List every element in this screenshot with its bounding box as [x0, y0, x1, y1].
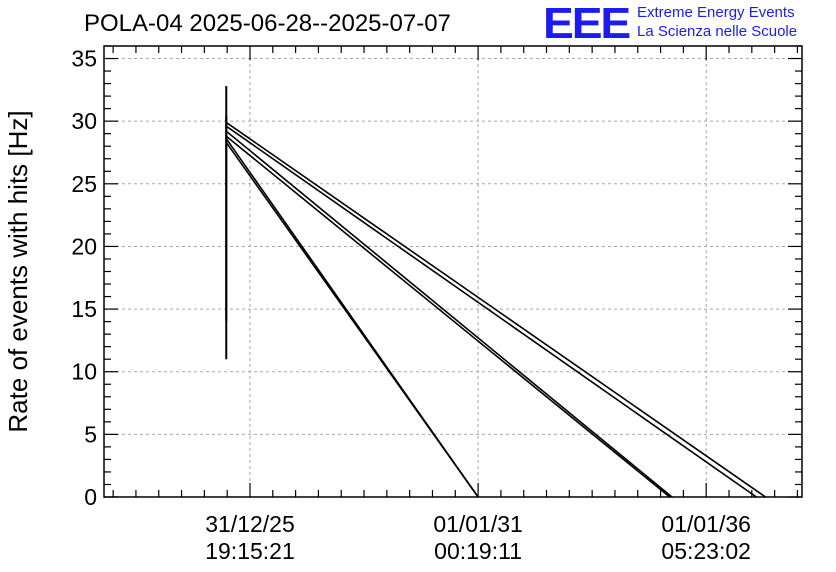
y-tick-label: 20 — [71, 233, 97, 259]
series-layer — [225, 86, 766, 498]
series-line — [225, 130, 673, 498]
eee-logo: EEE — [543, 0, 631, 48]
y-tick-label: 35 — [71, 46, 97, 72]
logo-caption-line1: Extreme Energy Events — [637, 4, 795, 21]
y-tick-label: 15 — [71, 296, 97, 322]
x-tick-label: 31/12/25 — [205, 511, 295, 537]
y-tick-label: 25 — [71, 171, 97, 197]
series-line — [225, 135, 671, 498]
x-tick-label: 01/01/31 — [433, 511, 523, 537]
axes — [103, 45, 803, 498]
y-tick-label: 5 — [84, 421, 97, 447]
y-axis-label: Rate of events with hits [Hz] — [3, 110, 33, 432]
logo-caption: Extreme Energy Events La Scienza nelle S… — [637, 3, 797, 41]
x-tick-label-time: 19:15:21 — [205, 538, 295, 564]
series-line — [225, 138, 479, 498]
plot-frame — [103, 45, 803, 498]
series-line — [225, 121, 766, 498]
x-tick-label-time: 05:23:02 — [661, 538, 751, 564]
y-tick-label: 10 — [71, 359, 97, 385]
grid — [104, 46, 802, 497]
y-tick-label: 0 — [84, 484, 97, 510]
series-line — [225, 125, 757, 498]
x-tick-label: 01/01/36 — [661, 511, 751, 537]
y-tick-label: 30 — [71, 108, 97, 134]
logo-caption-line2: La Scienza nelle Scuole — [637, 23, 798, 40]
x-tick-label-time: 00:19:11 — [434, 538, 522, 564]
chart-title: POLA-04 2025-06-28--2025-07-07 — [84, 10, 451, 37]
